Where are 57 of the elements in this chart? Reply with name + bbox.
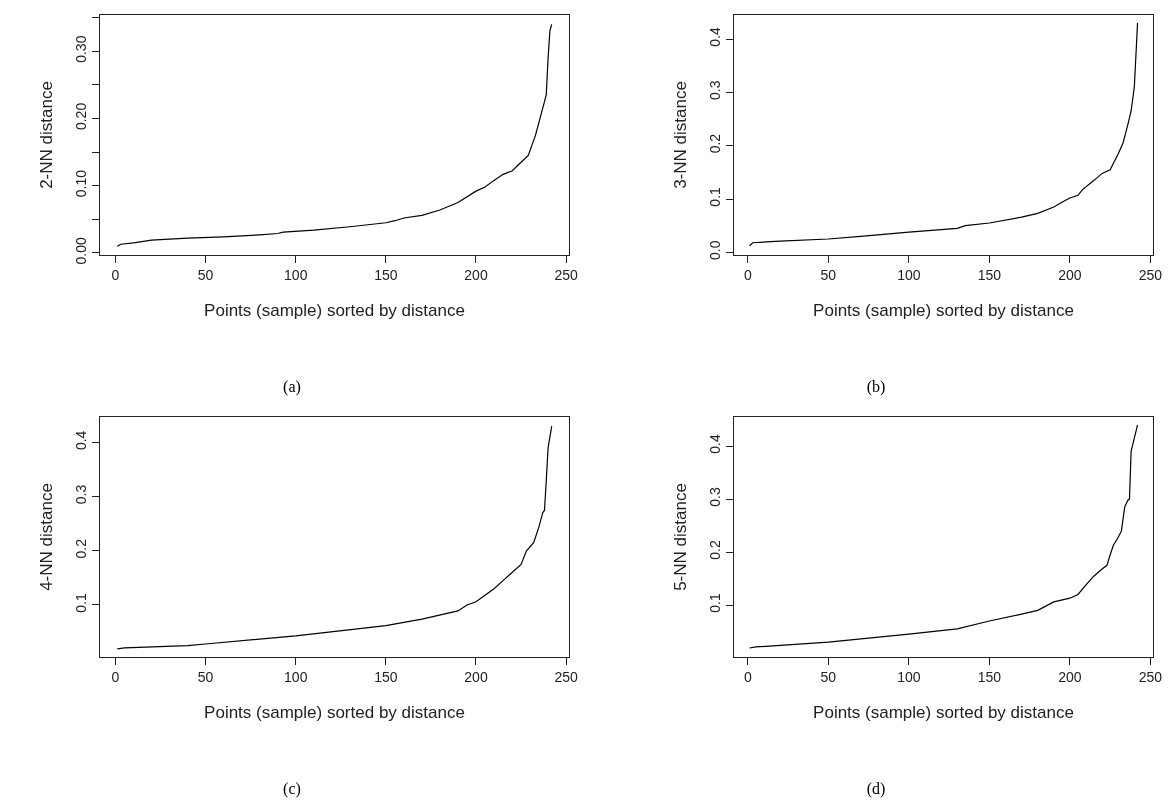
x-tick-label: 200 <box>464 668 488 685</box>
x-tick-label: 150 <box>977 266 1002 283</box>
x-tick-label: 50 <box>197 266 214 283</box>
x-tick-label: 50 <box>820 668 837 685</box>
y-tick-label: 0.1 <box>707 593 724 613</box>
line-series <box>748 424 1139 649</box>
x-tick-label: 200 <box>1058 266 1082 283</box>
x-axis-title: Points (sample) sorted by distance <box>813 301 1074 321</box>
y-axis-title: 3-NN distance <box>670 81 690 189</box>
x-tick-label: 100 <box>284 266 308 283</box>
y-tick-label: 0.3 <box>707 487 724 507</box>
line-series <box>116 425 553 650</box>
x-tick-label: 250 <box>554 668 579 685</box>
y-axis-title: 4-NN distance <box>36 483 56 591</box>
x-tick-label: 200 <box>464 266 488 283</box>
x-tick-label: 100 <box>284 668 308 685</box>
x-tick-label: 0 <box>743 668 752 685</box>
text: (b) <box>865 378 887 396</box>
y-tick-label: 0.1 <box>707 186 724 207</box>
x-axis-title: Points (sample) sorted by distance <box>813 703 1074 723</box>
y-tick-label: 0.00 <box>73 237 90 265</box>
y-tick-label: 0.3 <box>73 484 90 505</box>
y-axis-title: 2-NN distance <box>36 81 56 189</box>
y-tick-label: 0.4 <box>707 26 724 47</box>
x-axis-title: Points (sample) sorted by distance <box>204 703 465 723</box>
x-tick-label: 100 <box>897 668 921 685</box>
y-tick-label: 0.2 <box>707 133 724 154</box>
y-tick-label: 0.2 <box>707 540 724 560</box>
y-tick-label: 0.3 <box>707 80 724 100</box>
x-tick-label: 250 <box>1138 668 1163 685</box>
text: (a) <box>282 378 302 396</box>
y-tick-label: 0.4 <box>73 430 90 451</box>
text: (d) <box>865 780 887 798</box>
line-series <box>748 22 1139 247</box>
y-tick-label: 0.30 <box>73 35 90 63</box>
y-tick-label: 0.10 <box>73 169 90 198</box>
x-tick-label: 250 <box>1138 266 1163 283</box>
x-tick-label: 0 <box>111 668 120 685</box>
x-tick-label: 150 <box>374 266 398 283</box>
x-axis-title: Points (sample) sorted by distance <box>204 301 465 321</box>
text: (c) <box>282 780 302 798</box>
x-tick-label: 250 <box>554 266 579 283</box>
y-tick-label: 0.4 <box>707 434 724 454</box>
y-tick-label: 0.20 <box>73 102 90 131</box>
line-series <box>116 23 553 247</box>
y-tick-label: 0.0 <box>707 240 724 260</box>
x-tick-label: 150 <box>374 668 398 685</box>
x-tick-label: 150 <box>977 668 1002 685</box>
x-tick-label: 0 <box>111 266 120 283</box>
y-tick-label: 0.1 <box>73 592 90 613</box>
y-tick-label: 0.2 <box>73 538 90 559</box>
x-tick-label: 0 <box>743 266 752 283</box>
x-tick-label: 50 <box>197 668 214 685</box>
x-tick-label: 50 <box>820 266 837 283</box>
y-axis-title: 5-NN distance <box>670 483 690 591</box>
x-tick-label: 200 <box>1058 668 1082 685</box>
x-tick-label: 100 <box>897 266 921 283</box>
